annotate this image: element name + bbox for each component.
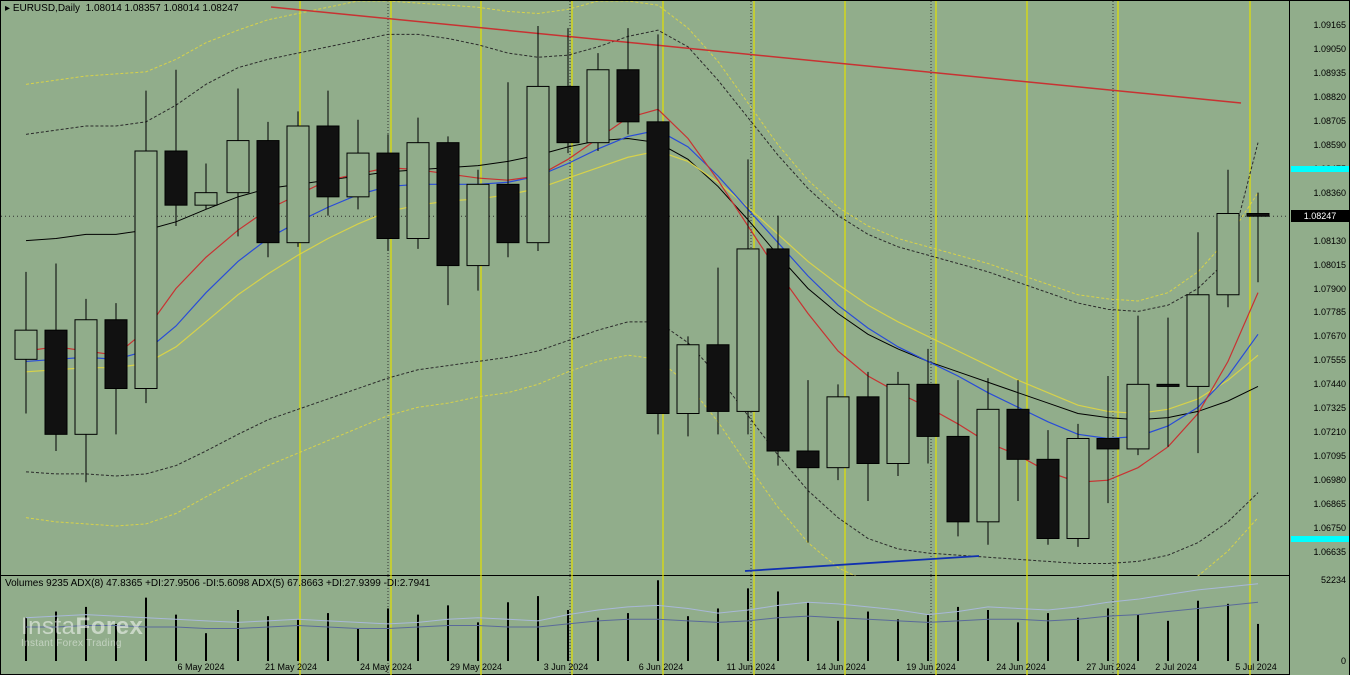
instaforex-logo: InstaForex Instant Forex Trading — [21, 613, 143, 649]
chart-root: ▸ EURUSD,Daily 1.08014 1.08357 1.08014 1… — [0, 0, 1350, 675]
price-tick: 1.08130 — [1313, 236, 1346, 246]
price-tick: 1.07325 — [1313, 403, 1346, 413]
date-label: 11 Jun 2024 — [727, 662, 776, 672]
price-tick: 1.06980 — [1313, 475, 1346, 485]
ohlc-label: 1.08014 1.08357 1.08014 1.08247 — [86, 3, 239, 14]
price-tick: 1.06865 — [1313, 499, 1346, 509]
price-tick: 1.07210 — [1313, 427, 1346, 437]
price-chart-svg — [1, 1, 1291, 576]
price-tick: 1.07095 — [1313, 451, 1346, 461]
price-tick: 1.08590 — [1313, 140, 1346, 150]
date-label: 14 Jun 2024 — [816, 662, 866, 672]
price-tick: 1.08360 — [1313, 188, 1346, 198]
date-label: 19 Jun 2024 — [906, 662, 956, 672]
price-tick: 1.06750 — [1313, 523, 1346, 533]
date-label: 29 May 2024 — [450, 662, 502, 672]
date-label: 2 Jul 2024 — [1155, 662, 1197, 672]
volume-header: Volumes 9235 ADX(8) 47.8365 +DI:27.9506 … — [5, 578, 430, 589]
symbol-label: EURUSD,Daily — [13, 3, 80, 14]
price-tick: 1.06635 — [1313, 547, 1346, 557]
y-axis: 1.09165 1.09050 1.08935 1.08820 1.08705 1.085… — [1289, 1, 1349, 675]
price-tick: 1.09165 — [1313, 20, 1346, 30]
chart-header: ▸ EURUSD,Daily 1.08014 1.08357 1.08014 1… — [5, 3, 239, 14]
date-label: 24 May 2024 — [360, 662, 412, 672]
volume-tick: 0 — [1341, 656, 1346, 666]
current-price-marker: 1.08247 — [1291, 210, 1349, 222]
price-tick: 1.08820 — [1313, 92, 1346, 102]
cyan-level-marker — [1291, 536, 1349, 542]
price-tick: 1.07785 — [1313, 307, 1346, 317]
date-label: 21 May 2024 — [265, 662, 317, 672]
price-tick: 1.08705 — [1313, 116, 1346, 126]
date-label: 27 Jun 2024 — [1086, 662, 1136, 672]
price-tick: 1.09050 — [1313, 44, 1346, 54]
price-tick: 1.08935 — [1313, 68, 1346, 78]
volume-tick: 52234 — [1321, 575, 1346, 585]
price-pane[interactable] — [1, 1, 1291, 576]
price-tick: 1.07440 — [1313, 379, 1346, 389]
price-tick: 1.08015 — [1313, 260, 1346, 270]
price-tick: 1.07900 — [1313, 284, 1346, 294]
volume-chart-svg — [1, 576, 1291, 675]
date-label: 3 Jun 2024 — [544, 662, 589, 672]
date-label: 6 May 2024 — [177, 662, 224, 672]
date-label: 6 Jun 2024 — [639, 662, 684, 672]
volume-pane[interactable] — [1, 576, 1291, 675]
price-tick: 1.07670 — [1313, 331, 1346, 341]
cyan-level-marker — [1291, 166, 1349, 172]
date-label: 5 Jul 2024 — [1235, 662, 1277, 672]
price-tick: 1.07555 — [1313, 355, 1346, 365]
date-label: 24 Jun 2024 — [996, 662, 1046, 672]
